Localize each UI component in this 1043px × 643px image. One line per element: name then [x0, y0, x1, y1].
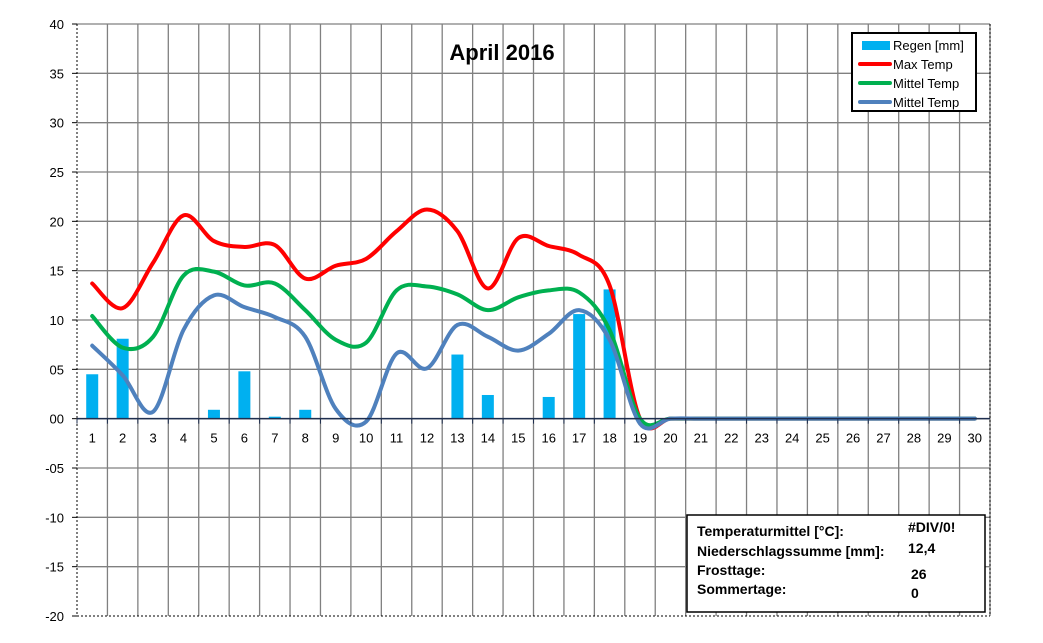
x-tick-label: 11: [390, 431, 404, 446]
x-tick-label: 23: [755, 431, 769, 446]
rain-bar: [238, 371, 251, 419]
y-tick-label: 40: [50, 17, 64, 32]
summary-label-summer: Sommertage:: [697, 581, 786, 597]
y-tick-label: 25: [50, 165, 64, 180]
summary-value-temp: #DIV/0!: [908, 519, 955, 535]
x-tick-label: 29: [937, 431, 951, 446]
y-tick-label: 35: [50, 66, 64, 81]
x-tick-label: 16: [541, 431, 555, 446]
y-tick-label: -15: [45, 560, 64, 575]
summary-value-rain: 12,4: [908, 540, 935, 556]
x-tick-label: 13: [450, 431, 464, 446]
x-tick-label: 15: [511, 431, 525, 446]
rain-bar: [542, 396, 555, 419]
x-tick-label: 17: [572, 431, 586, 446]
legend-label-max: Max Temp: [893, 57, 953, 72]
x-tick-label: 5: [210, 431, 217, 446]
x-tick-label: 20: [663, 431, 677, 446]
x-tick-label: 24: [785, 431, 799, 446]
x-tick-label: 10: [359, 431, 373, 446]
x-tick-label: 27: [876, 431, 890, 446]
chart-title: April 2016: [449, 40, 554, 65]
rain-bar: [268, 416, 281, 419]
y-tick-label: 05: [50, 362, 64, 377]
y-tick-label: 00: [50, 412, 64, 427]
x-tick-label: 21: [694, 431, 708, 446]
x-tick-label: 3: [149, 431, 156, 446]
legend-swatch-rain: [862, 41, 890, 50]
summary-box: Temperaturmittel [°C]: #DIV/0! Niedersch…: [686, 514, 986, 613]
summary-label-frost: Frosttage:: [697, 562, 765, 578]
y-tick-label: -10: [45, 510, 64, 525]
x-tick-label: 26: [846, 431, 860, 446]
summary-value-frost: 26: [911, 566, 927, 582]
rain-bar: [116, 338, 129, 419]
legend-label-mittel: Mittel Temp: [893, 76, 959, 91]
y-tick-label: 15: [50, 264, 64, 279]
rain-bar: [481, 394, 494, 419]
x-tick-label: 12: [420, 431, 434, 446]
x-tick-label: 1: [89, 431, 96, 446]
rain-bar: [299, 409, 312, 419]
x-tick-label: 18: [602, 431, 616, 446]
x-tick-label: 25: [815, 431, 829, 446]
x-tick-label: 7: [271, 431, 278, 446]
x-tick-label: 9: [332, 431, 339, 446]
legend: Regen [mm] Max Temp Mittel Temp Mittel T…: [851, 32, 977, 112]
summary-label-temp: Temperaturmittel [°C]:: [697, 523, 844, 539]
y-tick-label: 20: [50, 214, 64, 229]
x-tick-label: 6: [241, 431, 248, 446]
x-tick-label: 4: [180, 431, 187, 446]
y-tick-label: -05: [45, 461, 64, 476]
x-tick-label: 22: [724, 431, 738, 446]
rain-bar: [573, 314, 586, 419]
rain-bar: [451, 354, 464, 419]
y-tick-label: 10: [50, 313, 64, 328]
rain-bar: [207, 409, 220, 419]
x-tick-label: 14: [481, 431, 495, 446]
x-tick-label: 2: [119, 431, 126, 446]
x-tick-label: 19: [633, 431, 647, 446]
summary-value-summer: 0: [911, 585, 919, 601]
rain-bar: [86, 374, 99, 419]
summary-frame: [686, 514, 986, 613]
legend-label-min: Mittel Temp: [893, 95, 959, 110]
x-tick-label: 30: [968, 431, 982, 446]
y-tick-label: 30: [50, 116, 64, 131]
y-tick-label: -20: [45, 609, 64, 624]
legend-label-rain: Regen [mm]: [893, 38, 964, 53]
summary-label-rain: Niederschlagssumme [mm]:: [697, 543, 885, 559]
x-tick-label: 8: [302, 431, 309, 446]
x-tick-label: 28: [907, 431, 921, 446]
